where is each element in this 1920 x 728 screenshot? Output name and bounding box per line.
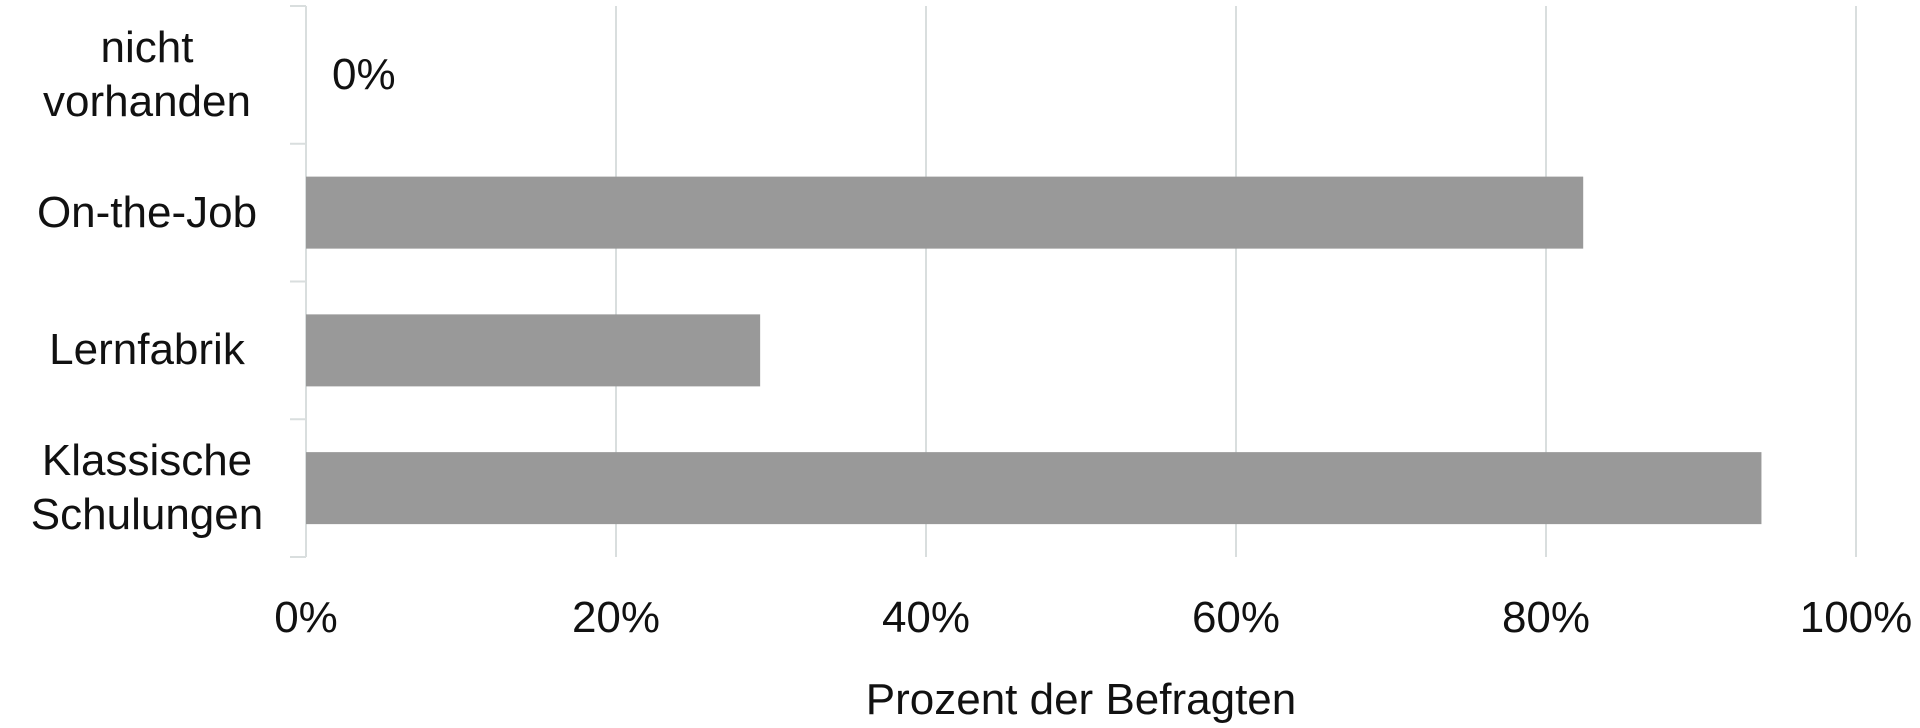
x-tick-label: 0% (274, 593, 338, 642)
y-tick-label: nicht vorhanden (43, 22, 251, 126)
y-tick-label: On-the-Job (36, 187, 258, 237)
bar (306, 176, 1584, 249)
y-tick-label: Klassische Schulungen (30, 436, 264, 540)
x-tick-label: 100% (1799, 593, 1913, 642)
bar (306, 314, 761, 387)
x-tick-label: 80% (1501, 593, 1591, 642)
data-label: 0% (332, 49, 396, 99)
x-tick-label: 60% (1191, 593, 1281, 642)
x-tick-label: 40% (881, 593, 971, 642)
y-tick-label: Lernfabrik (49, 325, 245, 375)
x-axis-title: Prozent der Befragten (865, 675, 1297, 724)
x-tick-label: 20% (571, 593, 661, 642)
bar (306, 452, 1762, 525)
